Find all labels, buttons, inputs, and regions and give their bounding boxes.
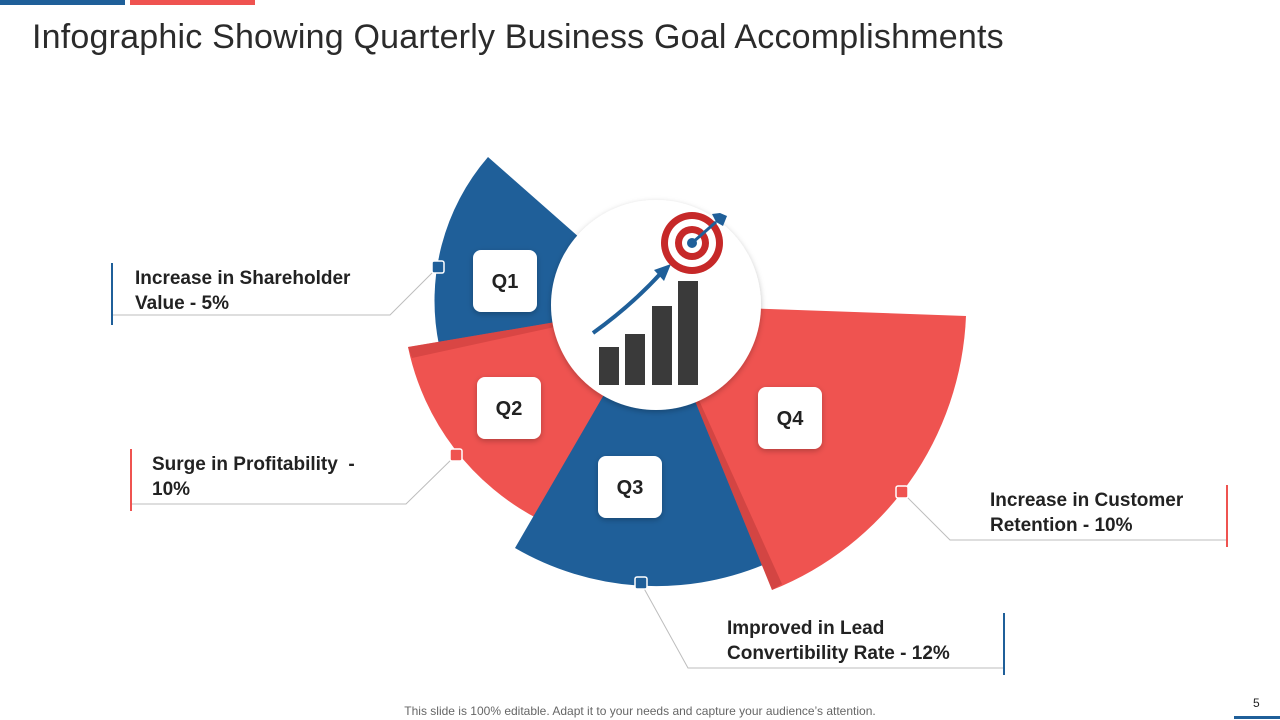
q2-accent-bar: [130, 449, 132, 511]
top-accent-bar-blue: [0, 0, 125, 5]
q1-connector-dot: [431, 260, 445, 274]
q3-accent-bar: [1003, 613, 1005, 675]
q1-accent-bar: [111, 263, 113, 325]
q4-label: Q4: [777, 408, 805, 430]
q3-label: Q3: [617, 477, 644, 499]
q2-callout-line1: Surge in Profitability -: [152, 454, 355, 475]
q3-callout-line2: Convertibility Rate - 12%: [727, 643, 950, 664]
footer-note: This slide is 100% editable. Adapt it to…: [404, 704, 876, 718]
q4-callout: Increase in Customer Retention - 10%: [990, 485, 1228, 547]
q1-connector: [112, 266, 439, 316]
top-accent-bar-red: [130, 0, 255, 5]
q3-sector: [515, 305, 763, 587]
q1-callout-line2: Value - 5%: [135, 293, 229, 314]
page-number: 5: [1253, 696, 1260, 710]
q4-callout-line1: Increase in Customer: [990, 490, 1184, 511]
q3-box: Q3: [598, 456, 662, 518]
q1-callout: Increase in Shareholder Value - 5%: [111, 263, 351, 325]
q1-callout-line1: Increase in Shareholder: [135, 268, 351, 289]
page-number-underline: [1234, 716, 1280, 719]
q3-connector: [640, 582, 1005, 669]
q4-connector-dot: [895, 485, 909, 499]
q2-callout-line2: 10%: [152, 479, 191, 500]
slide-title: Infographic Showing Quarterly Business G…: [32, 18, 1004, 56]
q4-accent-bar: [1226, 485, 1228, 547]
growth-chart-target-icon: [591, 212, 727, 385]
q2-callout: Surge in Profitability - 10%: [130, 449, 355, 511]
q3-callout: Improved in Lead Convertibility Rate - 1…: [727, 613, 1005, 675]
q2-label: Q2: [496, 398, 523, 420]
q1-box: Q1: [473, 250, 537, 312]
q3-callout-line1: Improved in Lead: [727, 618, 885, 639]
q3-connector-dot: [634, 576, 648, 590]
q2-box: Q2: [477, 377, 541, 439]
q4-box: Q4: [758, 387, 822, 449]
q2-connector: [130, 454, 457, 505]
q2-connector-dot: [449, 448, 463, 462]
q4-callout-line2: Retention - 10%: [990, 515, 1133, 536]
q4-connector: [901, 491, 1228, 541]
q1-label: Q1: [492, 271, 519, 293]
